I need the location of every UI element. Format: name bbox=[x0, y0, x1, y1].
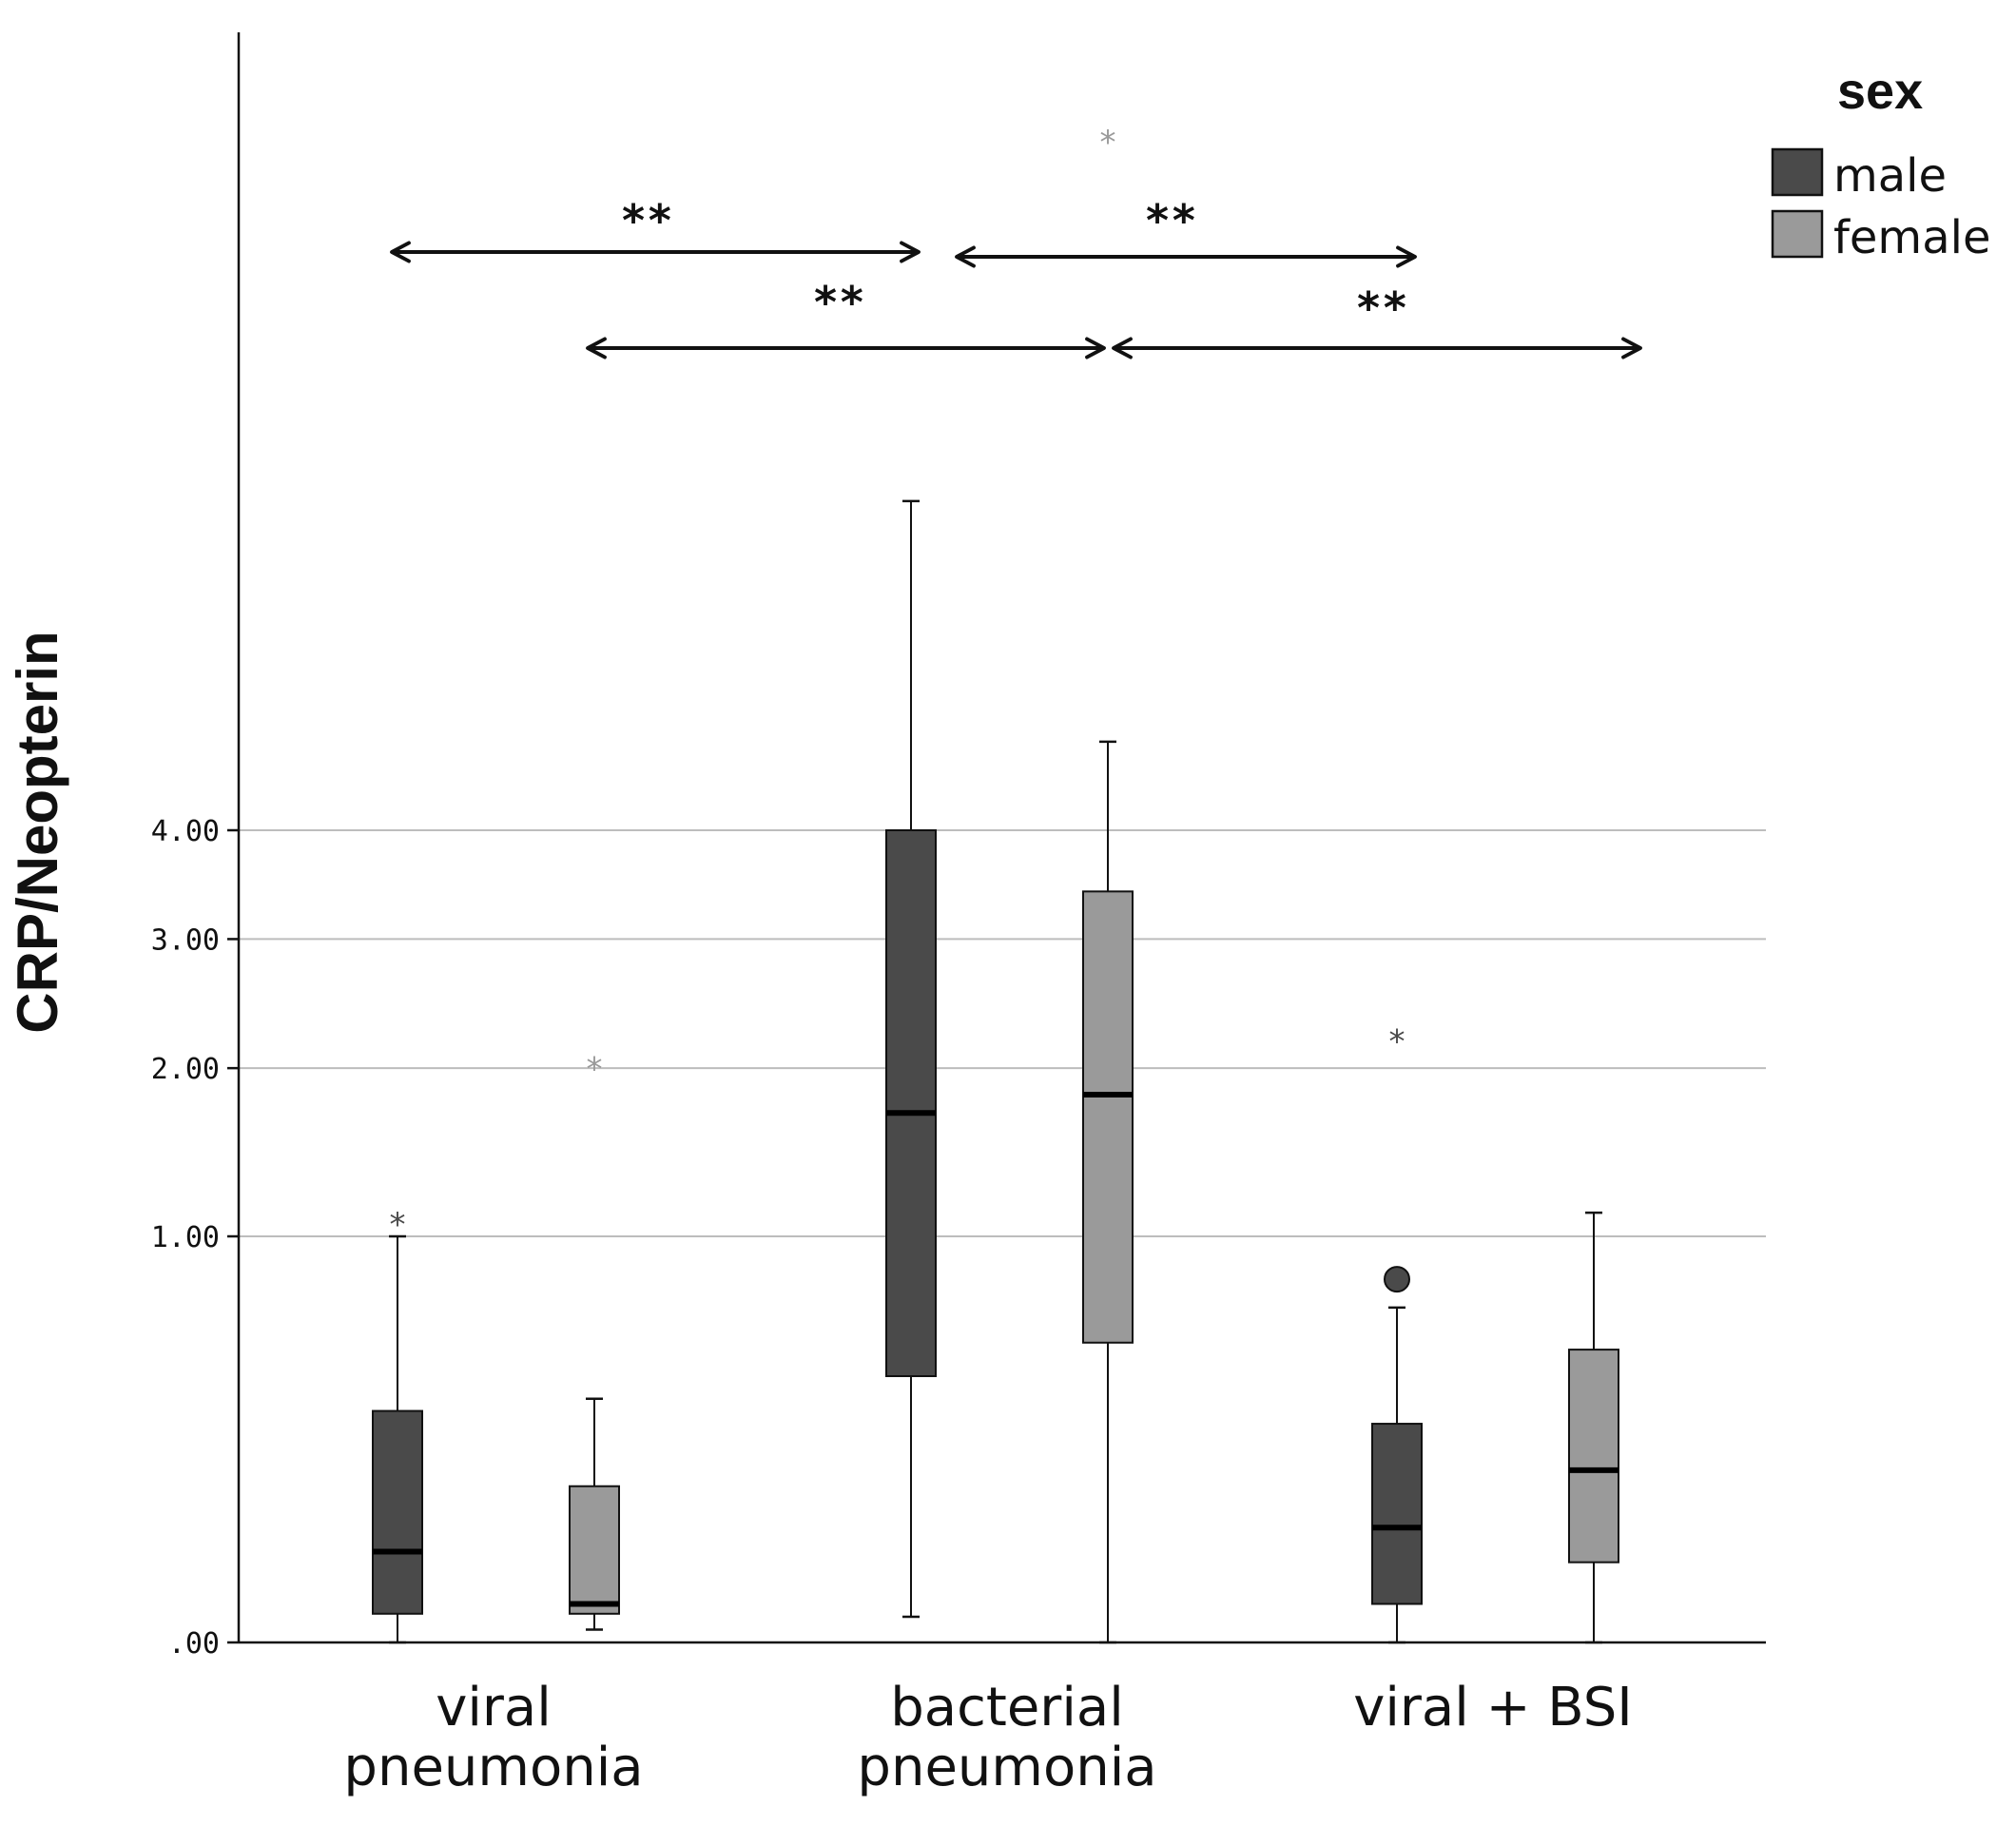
category-label-0-line2: pneumonia bbox=[343, 1737, 643, 1798]
box-iqr bbox=[1568, 1349, 1619, 1564]
extreme-point-0: * bbox=[1389, 1023, 1405, 1061]
legend-label-male: male bbox=[1833, 149, 1947, 203]
extreme-point-0: * bbox=[1100, 124, 1116, 162]
axes bbox=[237, 32, 1766, 1644]
category-label-1-line1: bacterial bbox=[890, 1677, 1124, 1739]
significance-arrow-1: ** bbox=[955, 195, 1417, 268]
box-male-cat-2: * bbox=[1371, 1023, 1423, 1644]
y-axis-title: CRP/Neopterin bbox=[6, 631, 69, 1033]
legend: sex male female bbox=[1771, 63, 1990, 264]
category-label-2-line1: viral + BSI bbox=[1353, 1677, 1633, 1739]
y-tick-labels: .00 1.00 2.00 3.00 4.00 bbox=[151, 815, 239, 1661]
significance-arrow-0: ** bbox=[390, 195, 921, 263]
significance-label: ** bbox=[620, 195, 672, 246]
legend-title: sex bbox=[1837, 63, 1923, 120]
box-iqr bbox=[1082, 890, 1134, 1344]
significance-arrow-3: ** bbox=[1112, 282, 1642, 359]
significance-label: ** bbox=[1355, 282, 1407, 334]
significance-annotations: ** ** ** ** bbox=[390, 195, 1642, 359]
box-female-cat-0: * bbox=[569, 1051, 620, 1631]
box-iqr bbox=[885, 829, 937, 1377]
significance-arrow-2: ** bbox=[586, 277, 1106, 359]
legend-swatch-male bbox=[1771, 147, 1824, 197]
box-series: **** bbox=[372, 124, 1619, 1644]
significance-label: ** bbox=[1144, 195, 1196, 246]
y-tick-label-4: 4.00 bbox=[151, 815, 220, 848]
box-female-cat-2 bbox=[1568, 1211, 1619, 1644]
box-iqr bbox=[1371, 1423, 1423, 1605]
y-tick-label-1: 1.00 bbox=[151, 1221, 220, 1254]
y-tick-label-0: .00 bbox=[168, 1627, 220, 1661]
box-male-cat-1 bbox=[885, 499, 937, 1619]
y-tick-label-2: 2.00 bbox=[151, 1053, 220, 1086]
legend-label-female: female bbox=[1833, 211, 1990, 264]
gridlines bbox=[239, 829, 1766, 1237]
y-tick-label-3: 3.00 bbox=[151, 923, 220, 957]
box-female-cat-1: * bbox=[1082, 124, 1134, 1644]
extreme-point-0: * bbox=[390, 1206, 406, 1244]
extreme-point-0: * bbox=[587, 1051, 603, 1089]
box-iqr bbox=[372, 1409, 423, 1615]
category-label-1-line2: pneumonia bbox=[857, 1737, 1156, 1798]
legend-swatch-female bbox=[1771, 209, 1824, 259]
category-label-0-line1: viral bbox=[436, 1677, 552, 1739]
significance-label: ** bbox=[812, 277, 864, 328]
box-iqr bbox=[569, 1485, 620, 1615]
box-male-cat-0: * bbox=[372, 1206, 423, 1644]
outlier-point-0 bbox=[1384, 1266, 1410, 1293]
